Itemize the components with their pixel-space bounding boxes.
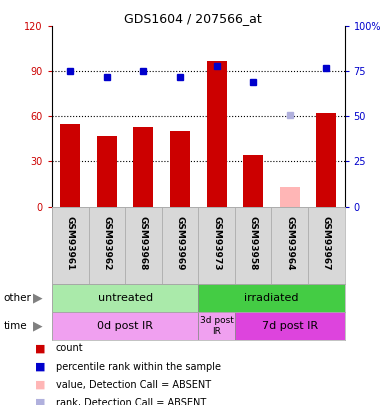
Text: value, Detection Call = ABSENT: value, Detection Call = ABSENT <box>56 380 211 390</box>
Bar <box>271 207 308 284</box>
Text: GDS1604 / 207566_at: GDS1604 / 207566_at <box>124 12 261 25</box>
Bar <box>243 156 263 207</box>
Text: GSM93973: GSM93973 <box>212 216 221 271</box>
Text: GSM93964: GSM93964 <box>285 216 294 271</box>
Text: 3d post
IR: 3d post IR <box>200 316 233 336</box>
Bar <box>162 207 198 284</box>
Text: 0d post IR: 0d post IR <box>97 321 153 331</box>
Bar <box>308 207 345 284</box>
Text: GSM93968: GSM93968 <box>139 216 148 271</box>
Bar <box>206 61 227 207</box>
Bar <box>198 312 235 340</box>
Bar <box>280 187 300 207</box>
Bar <box>97 136 117 207</box>
Text: rank, Detection Call = ABSENT: rank, Detection Call = ABSENT <box>56 398 206 405</box>
Text: ■: ■ <box>35 380 45 390</box>
Text: ■: ■ <box>35 362 45 371</box>
Bar <box>198 284 345 312</box>
Bar <box>125 207 162 284</box>
Bar <box>52 312 198 340</box>
Text: other: other <box>4 293 32 303</box>
Bar <box>52 284 198 312</box>
Bar <box>198 207 235 284</box>
Text: count: count <box>56 343 84 353</box>
Text: ▶: ▶ <box>33 320 42 333</box>
Text: irradiated: irradiated <box>244 293 299 303</box>
Text: ■: ■ <box>35 398 45 405</box>
Text: ▶: ▶ <box>33 291 42 304</box>
Text: ■: ■ <box>35 343 45 353</box>
Bar <box>52 207 89 284</box>
Bar <box>235 207 271 284</box>
Text: GSM93969: GSM93969 <box>176 216 184 271</box>
Text: GSM93962: GSM93962 <box>102 216 111 271</box>
Bar <box>60 124 80 207</box>
Text: percentile rank within the sample: percentile rank within the sample <box>56 362 221 371</box>
Bar <box>235 312 345 340</box>
Text: untreated: untreated <box>97 293 153 303</box>
Text: time: time <box>4 321 27 331</box>
Bar <box>133 127 154 207</box>
Bar <box>316 113 336 207</box>
Text: 7d post IR: 7d post IR <box>262 321 318 331</box>
Bar <box>170 132 190 207</box>
Text: GSM93967: GSM93967 <box>322 216 331 271</box>
Text: GSM93961: GSM93961 <box>66 216 75 271</box>
Text: GSM93958: GSM93958 <box>249 216 258 271</box>
Bar <box>89 207 125 284</box>
